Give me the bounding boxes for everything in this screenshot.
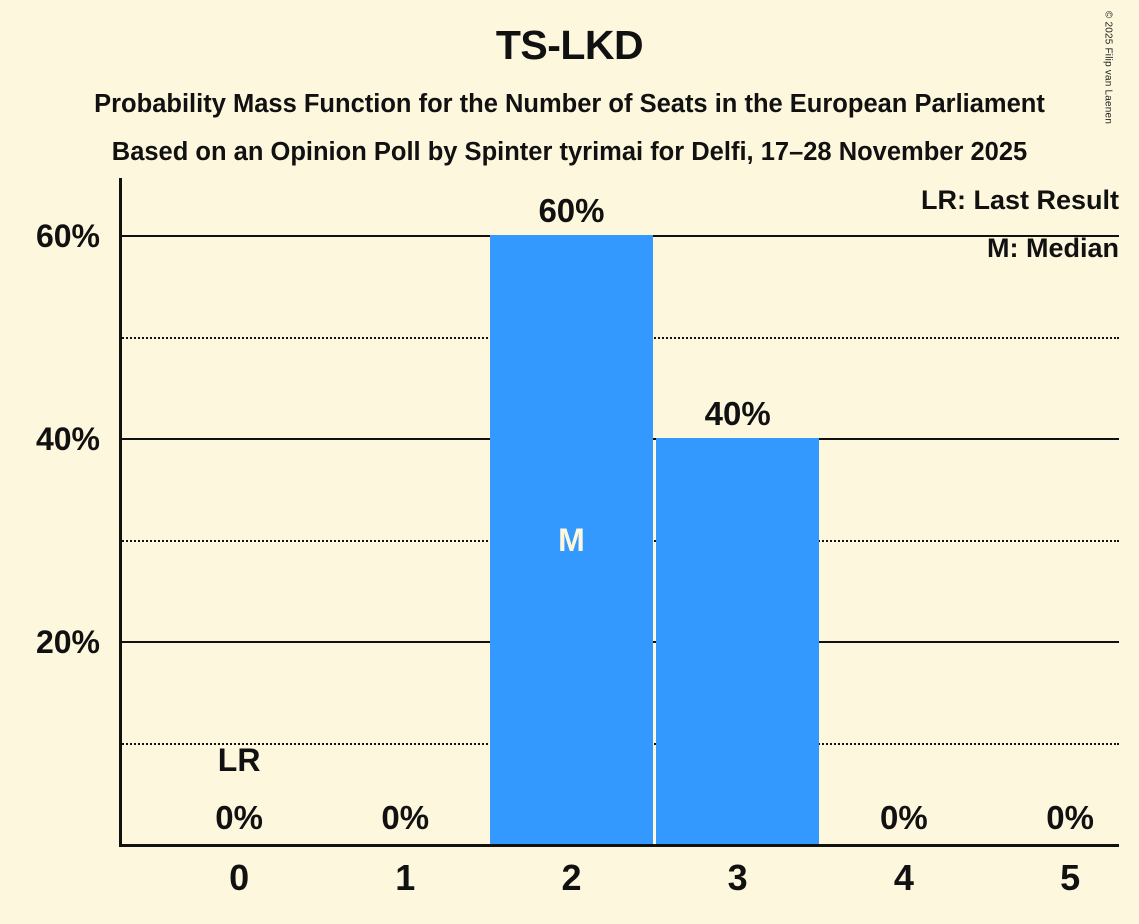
last-result-marker-0: LR: [217, 741, 261, 778]
y-tick-label-40: 40%: [35, 421, 100, 457]
y-tick-label-20: 20%: [35, 624, 100, 660]
bar-value-label-5: 0%: [1046, 799, 1094, 836]
bar-seat-2: [489, 235, 654, 844]
x-tick-label-3: 3: [727, 857, 748, 898]
copyright-notice: © 2025 Filip van Laenen: [1102, 10, 1114, 125]
chart-subtitle-line-2: Based on an Opinion Poll by Spinter tyri…: [111, 138, 1028, 166]
bar-value-label-0: 0%: [215, 799, 263, 836]
y-tick-label-60: 60%: [35, 218, 100, 254]
legend-item-last-result: LR: Last Result: [920, 185, 1119, 215]
bar-value-label-3: 40%: [704, 395, 771, 432]
x-tick-label-4: 4: [893, 857, 914, 898]
chart-subtitle-line-1: Probability Mass Function for the Number…: [94, 90, 1045, 118]
x-tick-label-5: 5: [1060, 857, 1081, 898]
bar-value-label-1: 0%: [381, 799, 430, 836]
x-tick-label-1: 1: [395, 857, 416, 898]
bar-value-label-4: 0%: [880, 799, 928, 836]
plot-area: 20% 40% 60% 0% 0% 60% 40% 0% 0% LR M: [36, 178, 1119, 847]
y-axis-line: [119, 178, 122, 847]
legend-item-median: M: Median: [987, 233, 1119, 263]
bar-seat-3: [656, 438, 820, 844]
x-tick-label-0: 0: [229, 857, 250, 898]
x-axis-line: [119, 844, 1119, 847]
x-tick-label-2: 2: [561, 857, 582, 898]
page-title: TS-LKD: [495, 22, 644, 68]
bar-value-label-2: 60%: [538, 192, 605, 229]
median-marker-2: M: [558, 521, 585, 558]
